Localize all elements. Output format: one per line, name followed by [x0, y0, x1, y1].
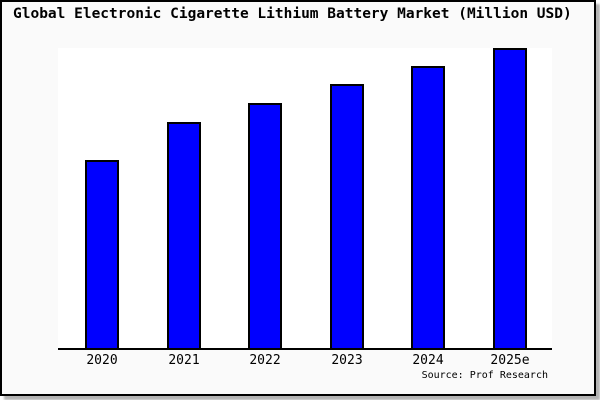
- bar-2023: [330, 84, 364, 348]
- x-tick-label-2020: 2020: [86, 353, 118, 368]
- bar-2020: [85, 160, 119, 348]
- x-tick-label-2023: 2023: [331, 353, 363, 368]
- bar-2022: [248, 103, 282, 348]
- bar-2021: [167, 122, 201, 348]
- bar-2024: [411, 66, 445, 348]
- x-axis-labels: 2020 2021 2022 2023 2024 2025e: [58, 353, 552, 369]
- source-note: Source: Prof Research: [421, 370, 548, 381]
- bar-2025e: [493, 48, 527, 348]
- x-tick-label-2024: 2024: [412, 353, 444, 368]
- x-tick-label-2025e: 2025e: [490, 353, 530, 368]
- x-tick-label-2022: 2022: [249, 353, 281, 368]
- x-tick-label-2021: 2021: [168, 353, 200, 368]
- plot-area: [58, 48, 552, 350]
- chart-title: Global Electronic Cigarette Lithium Batt…: [13, 6, 572, 22]
